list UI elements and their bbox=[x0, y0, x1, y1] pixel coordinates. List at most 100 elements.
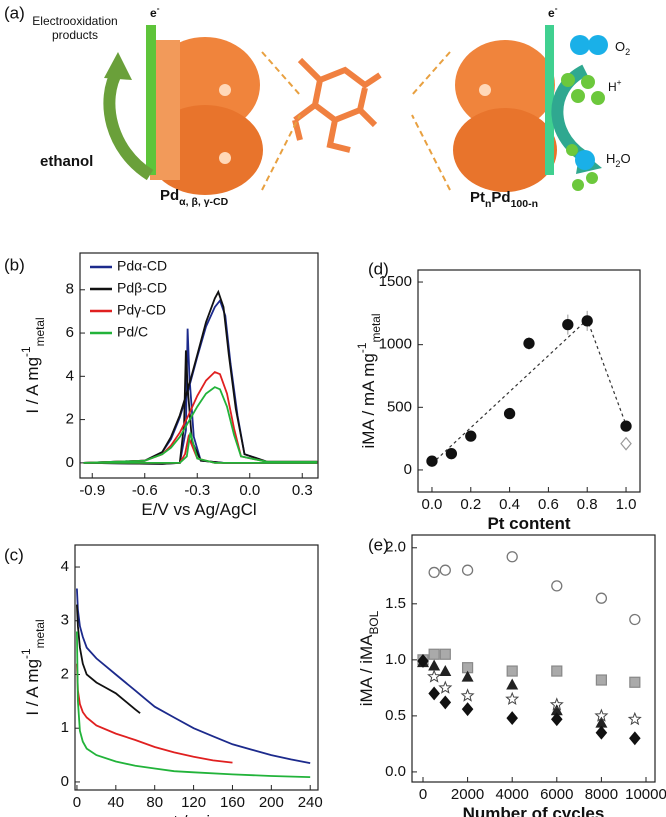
atom bbox=[570, 35, 590, 55]
legend-label: Pdβ-CD bbox=[117, 280, 167, 296]
legend-label: Pdγ-CD bbox=[117, 302, 166, 318]
label-part: metal bbox=[369, 313, 383, 342]
atom bbox=[572, 179, 584, 191]
x-tick-label: 1.0 bbox=[616, 496, 637, 513]
x-tick-label: 0.0 bbox=[422, 496, 443, 513]
x-tick-label: 80 bbox=[146, 794, 163, 811]
point bbox=[465, 430, 477, 442]
label-part: -1 bbox=[355, 342, 369, 353]
point bbox=[439, 564, 451, 576]
point bbox=[629, 731, 641, 746]
x-tick-label: 120 bbox=[181, 794, 206, 811]
label-part: - bbox=[157, 3, 160, 13]
point bbox=[503, 407, 516, 420]
x-tick-label: -0.6 bbox=[132, 482, 158, 499]
y-tick-label: 1.5 bbox=[385, 595, 406, 612]
x-tick-label: 0 bbox=[73, 794, 81, 811]
label-part: + bbox=[617, 77, 622, 87]
plot-frame bbox=[411, 534, 656, 783]
point bbox=[438, 680, 453, 694]
point bbox=[505, 691, 520, 705]
products-label: Electrooxidation bbox=[32, 14, 117, 28]
x-tick-label: 40 bbox=[107, 794, 124, 811]
x-tick-label: -0.3 bbox=[184, 482, 210, 499]
point bbox=[506, 711, 518, 726]
atom bbox=[561, 73, 575, 87]
x-axis-label: Pt content bbox=[487, 514, 570, 533]
point bbox=[549, 697, 564, 711]
guide bbox=[261, 114, 301, 191]
point bbox=[629, 676, 641, 688]
electrode bbox=[146, 25, 156, 175]
label-part: I / A mg bbox=[23, 659, 42, 716]
point bbox=[439, 695, 452, 710]
legend-label: Pdα-CD bbox=[117, 258, 167, 274]
point bbox=[551, 665, 563, 677]
point bbox=[417, 654, 429, 668]
y-tick-label: 1500 bbox=[379, 273, 412, 290]
point bbox=[427, 669, 442, 683]
point bbox=[428, 648, 440, 660]
panel-label: (c) bbox=[4, 545, 24, 564]
y-tick-label: 2 bbox=[66, 411, 74, 428]
label-part: e bbox=[548, 6, 555, 20]
label-part: I / A mg bbox=[23, 357, 42, 414]
point bbox=[426, 455, 438, 467]
label-part: Pt bbox=[470, 189, 485, 206]
x-tick-label: 0.0 bbox=[239, 482, 260, 499]
panel-label: (d) bbox=[368, 259, 389, 278]
panel-label: (b) bbox=[4, 255, 25, 274]
arrow-head bbox=[104, 52, 132, 80]
y-tick-label: 3 bbox=[61, 612, 69, 629]
x-tick-label: 6000 bbox=[540, 786, 573, 803]
x-tick-label: 200 bbox=[259, 794, 284, 811]
label-part: metal bbox=[33, 317, 47, 346]
y-tick-label: 4 bbox=[61, 558, 69, 575]
highlight bbox=[479, 84, 491, 96]
point bbox=[461, 702, 474, 717]
y-tick-label: 0.0 bbox=[385, 763, 406, 780]
point bbox=[595, 716, 608, 728]
label-part: α, β, γ-CD bbox=[179, 196, 228, 208]
y-axis-label: I / A mg-1metal bbox=[19, 317, 47, 413]
label-part: - bbox=[555, 3, 558, 13]
schematic-bg bbox=[0, 0, 666, 210]
label-part: BOL bbox=[367, 610, 381, 634]
point bbox=[595, 725, 608, 740]
point bbox=[428, 686, 440, 701]
series-line bbox=[76, 588, 311, 764]
point bbox=[506, 551, 518, 563]
series-line bbox=[83, 289, 318, 465]
x-tick-label: -0.9 bbox=[79, 482, 105, 499]
plot-frame bbox=[417, 269, 641, 493]
label-part: 2 bbox=[625, 47, 630, 57]
y-tick-label: 2 bbox=[61, 665, 69, 682]
point bbox=[523, 337, 535, 350]
x-axis-label: Number of cycles bbox=[463, 804, 605, 817]
label-part: -1 bbox=[19, 346, 33, 357]
x-tick-label: 0.8 bbox=[577, 496, 598, 513]
y-tick-label: 0 bbox=[61, 773, 69, 790]
label-part: O bbox=[620, 151, 630, 166]
label-part: Pt content bbox=[487, 514, 570, 533]
label-part: e bbox=[150, 6, 157, 20]
x-tick-label: 4000 bbox=[496, 786, 529, 803]
point bbox=[439, 648, 451, 660]
point bbox=[562, 318, 574, 331]
x-axis-label: E/V vs Ag/AgCl bbox=[141, 500, 256, 519]
label-part: Pd bbox=[491, 189, 510, 206]
y-tick-label: 1 bbox=[61, 719, 69, 736]
legend-label: Pd/C bbox=[117, 324, 148, 340]
point bbox=[439, 665, 452, 677]
x-tick-label: 0.4 bbox=[499, 496, 520, 513]
point bbox=[428, 566, 440, 579]
electron-label: e- bbox=[548, 3, 558, 20]
label-part: -1 bbox=[19, 648, 33, 659]
y-tick-label: 2.0 bbox=[385, 539, 406, 556]
label-part: t / min bbox=[173, 812, 219, 817]
products-label: products bbox=[52, 28, 98, 42]
atom bbox=[586, 172, 598, 184]
x-tick-label: 8000 bbox=[585, 786, 618, 803]
y-tick-label: 0 bbox=[404, 461, 412, 478]
